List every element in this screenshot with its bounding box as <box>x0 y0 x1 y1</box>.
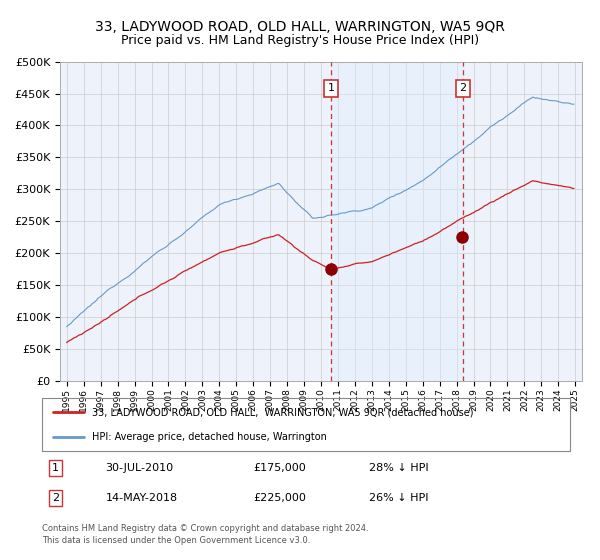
Text: HPI: Average price, detached house, Warrington: HPI: Average price, detached house, Warr… <box>92 432 327 442</box>
Text: £225,000: £225,000 <box>253 493 306 503</box>
Text: Contains HM Land Registry data © Crown copyright and database right 2024.
This d: Contains HM Land Registry data © Crown c… <box>42 524 368 545</box>
Text: 33, LADYWOOD ROAD, OLD HALL, WARRINGTON, WA5 9QR: 33, LADYWOOD ROAD, OLD HALL, WARRINGTON,… <box>95 20 505 34</box>
Text: 30-JUL-2010: 30-JUL-2010 <box>106 463 173 473</box>
Text: 14-MAY-2018: 14-MAY-2018 <box>106 493 178 503</box>
Text: 1: 1 <box>328 83 334 94</box>
Text: 26% ↓ HPI: 26% ↓ HPI <box>370 493 429 503</box>
Text: 2: 2 <box>52 493 59 503</box>
Text: 33, LADYWOOD ROAD, OLD HALL,  WARRINGTON, WA5 9QR (detached house): 33, LADYWOOD ROAD, OLD HALL, WARRINGTON,… <box>92 408 473 418</box>
Text: 1: 1 <box>52 463 59 473</box>
Bar <box>331 62 463 381</box>
Text: 2: 2 <box>459 83 466 94</box>
Text: 28% ↓ HPI: 28% ↓ HPI <box>370 463 429 473</box>
Text: Price paid vs. HM Land Registry's House Price Index (HPI): Price paid vs. HM Land Registry's House … <box>121 34 479 46</box>
Text: £175,000: £175,000 <box>253 463 306 473</box>
